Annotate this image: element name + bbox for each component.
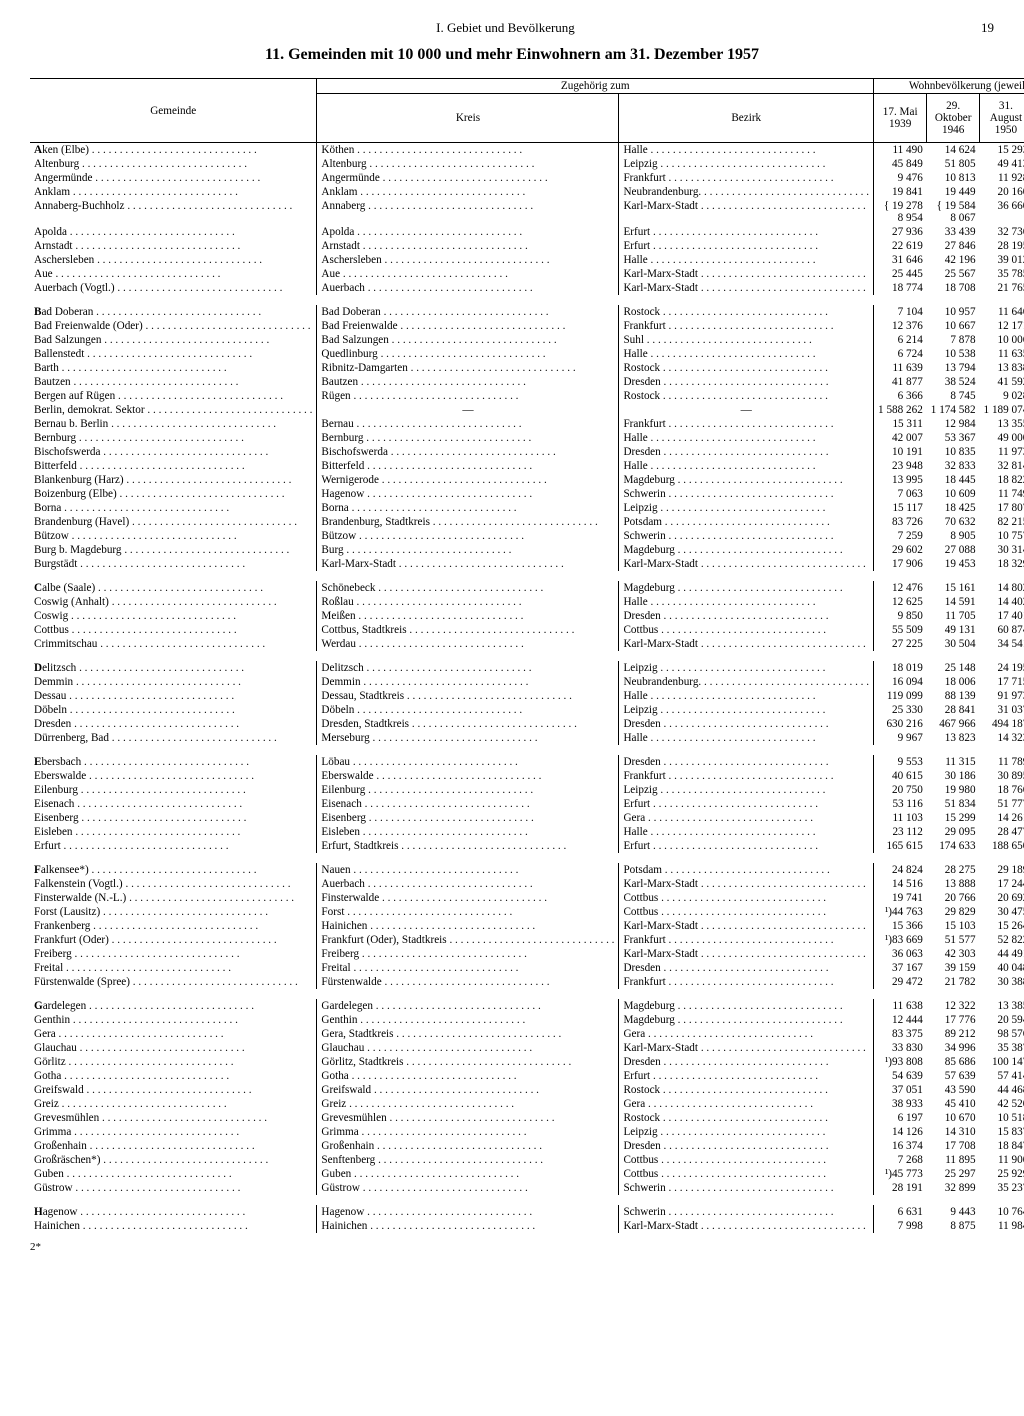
table-row: AltenburgAltenburgLeipzig45 84951 80549 … [30, 157, 1024, 171]
table-row: DresdenDresden, StadtkreisDresden630 216… [30, 717, 1024, 731]
table-row: AscherslebenAscherslebenHalle31 64642 19… [30, 253, 1024, 267]
population-table: Gemeinde Zugehörig zum Wohnbevölkerung (… [30, 78, 1024, 1233]
col-d2: 29. Oktober 1946 [927, 94, 980, 143]
table-row: GrimmaGrimmaLeipzig14 12614 31015 83715 … [30, 1125, 1024, 1139]
table-row: Forst (Lausitz)ForstCottbus¹)44 76329 82… [30, 905, 1024, 919]
table-row: GardelegenGardelegenMagdeburg11 63812 32… [30, 999, 1024, 1013]
table-row: GroßenhainGroßenhainDresden16 37417 7081… [30, 1139, 1024, 1153]
col-zugehorig: Zugehörig zum [317, 79, 874, 94]
table-row: BornaBornaLeipzig15 11718 42517 80717 28… [30, 501, 1024, 515]
table-row: DemminDemminNeubrandenburg.16 09418 0061… [30, 675, 1024, 689]
table-row: HagenowHagenowSchwerin6 6319 44310 76410… [30, 1205, 1024, 1219]
table-row: Bergen auf RügenRügenRostock6 3668 7459 … [30, 389, 1024, 403]
table-row: GeraGera, StadtkreisGera83 37589 21298 5… [30, 1027, 1024, 1041]
table-row: GüstrowGüstrowSchwerin28 19132 89935 237… [30, 1181, 1024, 1195]
table-row: Großräschen*)SenftenbergCottbus7 26811 8… [30, 1153, 1024, 1167]
table-row: GreizGreizGera38 93345 41042 52040 25939… [30, 1097, 1024, 1111]
table-row: Dürrenberg, BadMerseburgHalle9 96713 823… [30, 731, 1024, 745]
table-row: EisenbergEisenbergGera11 10315 29914 261… [30, 811, 1024, 825]
table-row: Aken (Elbe)KöthenHalle11 49014 62415 293… [30, 143, 1024, 158]
table-row: BautzenBautzenDresden41 87738 52441 5924… [30, 375, 1024, 389]
table-row: DelitzschDelitzschLeipzig18 01925 14824 … [30, 661, 1024, 675]
table-row: Annaberg-BuchholzAnnabergKarl-Marx-Stadt… [30, 199, 1024, 225]
table-row: DöbelnDöbelnLeipzig25 33028 84131 03729 … [30, 703, 1024, 717]
table-row: BitterfeldBitterfeldHalle23 94832 83332 … [30, 459, 1024, 473]
table-row: Finsterwalde (N.-L.)FinsterwaldeCottbus1… [30, 891, 1024, 905]
table-row: EilenburgEilenburgLeipzig20 75019 98018 … [30, 783, 1024, 797]
table-row: FrankenbergHainichenKarl-Marx-Stadt15 36… [30, 919, 1024, 933]
table-row: GlauchauGlauchauKarl-Marx-Stadt33 83034 … [30, 1041, 1024, 1055]
table-row: GubenGubenCottbus¹)45 77325 29725 92923 … [30, 1167, 1024, 1181]
table-row: CottbusCottbus, StadtkreisCottbus55 5094… [30, 623, 1024, 637]
page-title: 11. Gemeinden mit 10 000 und mehr Einwoh… [30, 46, 994, 64]
table-row: Berlin, demokrat. Sektor——1 588 2621 174… [30, 403, 1024, 417]
table-row: Auerbach (Vogtl.)AuerbachKarl-Marx-Stadt… [30, 281, 1024, 295]
col-d1: 17. Mai 1939 [874, 94, 927, 143]
table-row: EisenachEisenachErfurt53 11651 83451 777… [30, 797, 1024, 811]
table-row: BurgstädtKarl-Marx-StadtKarl-Marx-Stadt1… [30, 557, 1024, 571]
table-row: FreibergFreibergKarl-Marx-Stadt36 06342 … [30, 947, 1024, 961]
table-row: Boizenburg (Elbe)HagenowSchwerin7 06310 … [30, 487, 1024, 501]
table-row: Falkensee*)NauenPotsdam24 82428 27529 18… [30, 863, 1024, 877]
table-row: Fürstenwalde (Spree)FürstenwaldeFrankfur… [30, 975, 1024, 989]
col-d3: 31. August 1950 [980, 94, 1024, 143]
table-row: Burg b. MagdeburgBurgMagdeburg29 60227 0… [30, 543, 1024, 557]
col-wohn: Wohnbevölkerung (jeweiliger Gebietsstand… [874, 79, 1024, 94]
table-row: Bad DoberanBad DoberanRostock7 10410 957… [30, 305, 1024, 319]
table-row: Calbe (Saale)SchönebeckMagdeburg12 47615… [30, 581, 1024, 595]
table-row: GrevesmühlenGrevesmühlenRostock6 19710 6… [30, 1111, 1024, 1125]
table-row: Brandenburg (Havel)Brandenburg, Stadtkre… [30, 515, 1024, 529]
table-row: GothaGothaErfurt54 63957 63957 41456 963… [30, 1069, 1024, 1083]
table-row: Bad SalzungenBad SalzungenSuhl6 2147 878… [30, 333, 1024, 347]
section-header: I. Gebiet und Bevölkerung [436, 20, 575, 36]
table-row: BernburgBernburgHalle42 00753 36749 0004… [30, 431, 1024, 445]
table-row: BischofswerdaBischofswerdaDresden10 1911… [30, 445, 1024, 459]
table-row: GreifswaldGreifswaldRostock37 05143 5904… [30, 1083, 1024, 1097]
table-row: Falkenstein (Vogtl.)AuerbachKarl-Marx-St… [30, 877, 1024, 891]
table-row: Bernau b. BerlinBernauFrankfurt15 31112 … [30, 417, 1024, 431]
table-row: ArnstadtArnstadtErfurt22 61927 84628 195… [30, 239, 1024, 253]
table-row: Blankenburg (Harz)WernigerodeMagdeburg13… [30, 473, 1024, 487]
page-number: 19 [981, 20, 994, 36]
table-row: Frankfurt (Oder)Frankfurt (Oder), Stadtk… [30, 933, 1024, 947]
table-row: FreitalFreitalDresden37 16739 15940 0483… [30, 961, 1024, 975]
table-row: EbersbachLöbauDresden9 55311 31511 78911… [30, 755, 1024, 769]
table-row: EberswaldeEberswaldeFrankfurt40 61530 18… [30, 769, 1024, 783]
table-row: GörlitzGörlitz, StadtkreisDresden¹)93 80… [30, 1055, 1024, 1069]
table-row: GenthinGenthinMagdeburg12 44417 77620 59… [30, 1013, 1024, 1027]
col-kreis: Kreis [317, 94, 619, 143]
footer-mark: 2* [30, 1241, 994, 1253]
table-row: AngermündeAngermündeFrankfurt9 47610 813… [30, 171, 1024, 185]
table-row: AueAueKarl-Marx-Stadt25 44525 56735 7853… [30, 267, 1024, 281]
table-row: BützowBützowSchwerin7 2598 90510 75710 9… [30, 529, 1024, 543]
table-row: ErfurtErfurt, StadtkreisErfurt165 615174… [30, 839, 1024, 853]
col-gemeinde: Gemeinde [30, 79, 317, 143]
table-row: Coswig (Anhalt)RoßlauHalle12 62514 59114… [30, 595, 1024, 609]
table-row: ApoldaApoldaErfurt27 93633 43932 73630 2… [30, 225, 1024, 239]
table-row: Bad Freienwalde (Oder)Bad FreienwaldeFra… [30, 319, 1024, 333]
table-row: DessauDessau, StadtkreisHalle119 09988 1… [30, 689, 1024, 703]
table-row: BallenstedtQuedlinburgHalle6 72410 53811… [30, 347, 1024, 361]
table-row: AnklamAnklamNeubrandenburg.19 84119 4492… [30, 185, 1024, 199]
table-row: CoswigMeißenDresden9 85011 70517 40117 6… [30, 609, 1024, 623]
table-row: BarthRibnitz-DamgartenRostock11 63913 79… [30, 361, 1024, 375]
table-row: EislebenEislebenHalle23 11229 09528 4772… [30, 825, 1024, 839]
table-row: CrimmitschauWerdauKarl-Marx-Stadt27 2253… [30, 637, 1024, 651]
table-row: HainichenHainichenKarl-Marx-Stadt7 9988 … [30, 1219, 1024, 1233]
col-bezirk: Bezirk [619, 94, 874, 143]
